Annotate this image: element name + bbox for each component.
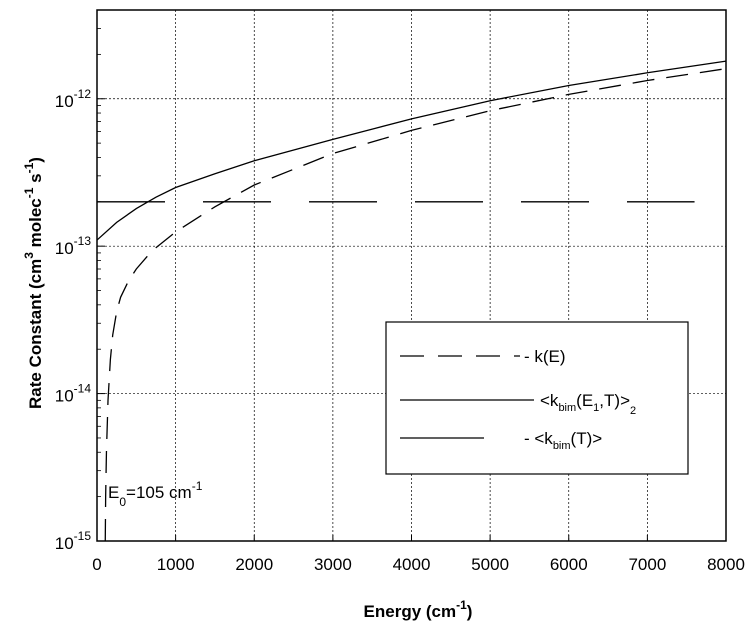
y-axis-title: Rate Constant (cm3 molec-1 s-1) [22, 157, 45, 409]
x-tick-label: 7000 [628, 555, 666, 574]
x-tick-label: 8000 [707, 555, 745, 574]
x-tick-label: 0 [92, 555, 101, 574]
y-axis-ticks: 10-15 10-14 10-13 10-12 [55, 28, 105, 553]
legend: - k(E) <kbim(E1,T)>2 - <kbim(T)> [385, 321, 689, 475]
legend-box [385, 321, 689, 475]
series-line-1 [96, 60, 727, 241]
legend-label-kbim-e1: <kbim(E1,T)>2 [540, 391, 636, 417]
legend-label-k-e: - k(E) [524, 347, 566, 366]
x-axis-ticks: 0 1000 2000 3000 4000 5000 6000 7000 8000 [92, 535, 745, 574]
x-tick-label: 2000 [235, 555, 273, 574]
x-tick-label: 5000 [471, 555, 509, 574]
x-axis-title: Energy (cm-1) [364, 598, 473, 621]
series-layer [96, 60, 727, 542]
y-tick-label: 10-12 [55, 87, 92, 111]
x-tick-label: 1000 [157, 555, 195, 574]
series-line-0 [104, 68, 727, 542]
y-tick-label: 10-14 [55, 382, 92, 406]
e0-annotation: E0=105 cm-1 [108, 479, 203, 509]
x-tick-label: 3000 [314, 555, 352, 574]
y-tick-label: 10-15 [55, 529, 92, 553]
x-tick-label: 4000 [393, 555, 431, 574]
x-tick-label: 6000 [550, 555, 588, 574]
y-tick-label: 10-13 [55, 234, 92, 258]
legend-label-kbim-t: - <kbim(T)> [524, 429, 602, 452]
